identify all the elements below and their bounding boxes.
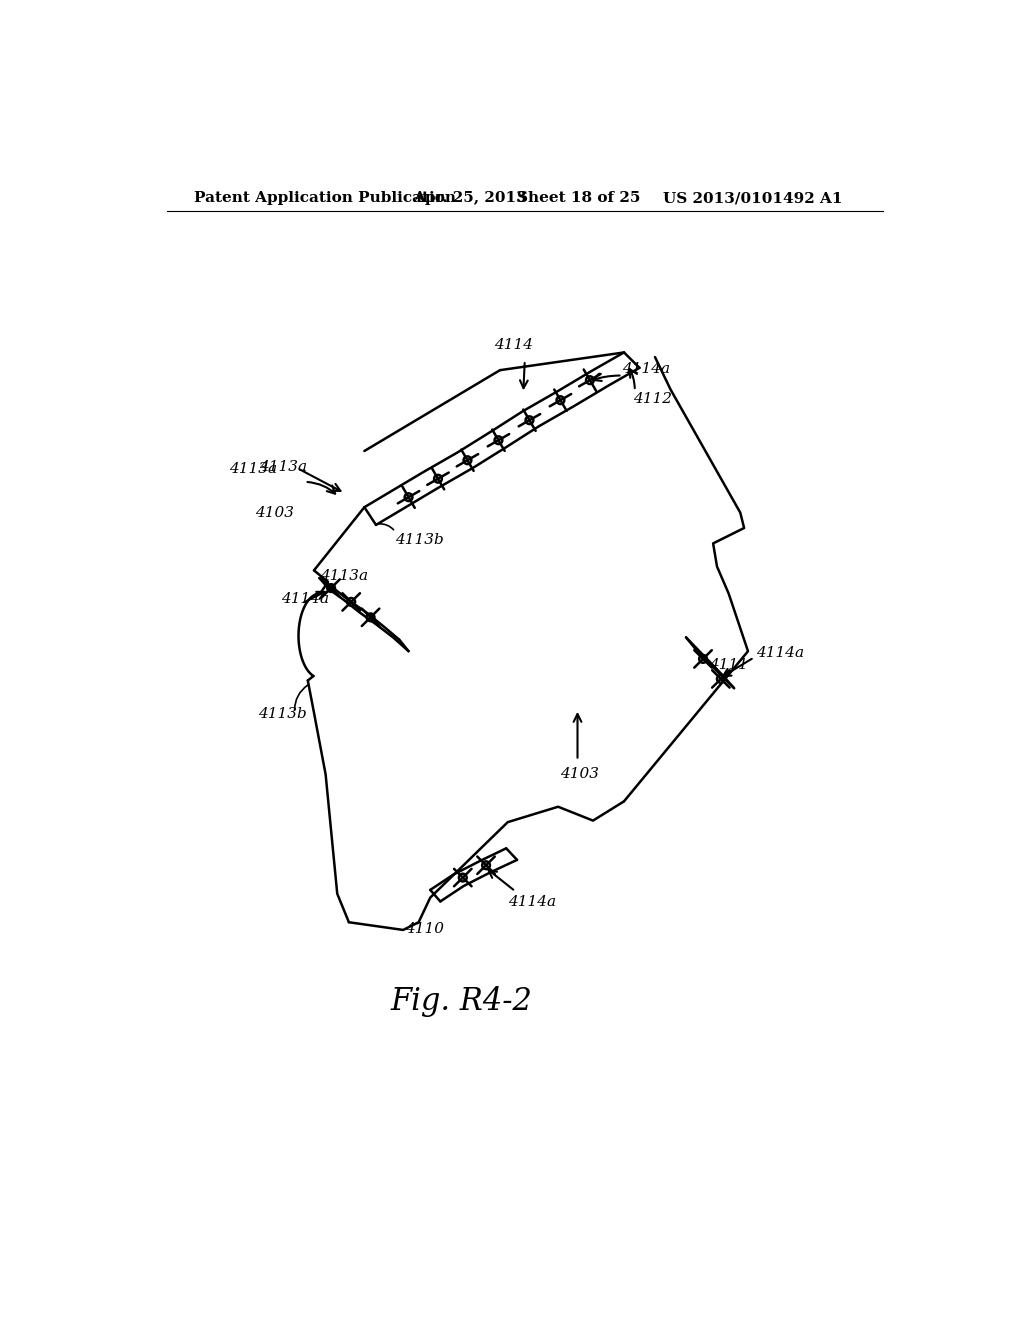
Text: 4113a: 4113a — [259, 461, 307, 474]
Text: 4114a: 4114a — [508, 895, 556, 908]
Text: 4103: 4103 — [560, 767, 599, 780]
Text: 4113b: 4113b — [394, 533, 443, 548]
Text: Patent Application Publication: Patent Application Publication — [194, 191, 456, 206]
Text: 4113a: 4113a — [321, 569, 369, 583]
Text: 4103: 4103 — [255, 507, 294, 520]
Text: 4112: 4112 — [633, 392, 673, 407]
Text: 4114a: 4114a — [623, 363, 671, 376]
Text: US 2013/0101492 A1: US 2013/0101492 A1 — [663, 191, 843, 206]
Text: Apr. 25, 2013: Apr. 25, 2013 — [414, 191, 527, 206]
Text: 4114a: 4114a — [756, 645, 804, 660]
Text: 4111: 4111 — [710, 659, 749, 672]
Text: 4114: 4114 — [495, 338, 534, 352]
Text: Fig. R4-2: Fig. R4-2 — [390, 986, 532, 1018]
Text: 4114a: 4114a — [282, 591, 330, 606]
Text: Sheet 18 of 25: Sheet 18 of 25 — [517, 191, 640, 206]
Text: 4113a: 4113a — [228, 462, 276, 477]
Text: 4113b: 4113b — [258, 708, 307, 721]
Text: 4110: 4110 — [406, 923, 444, 936]
